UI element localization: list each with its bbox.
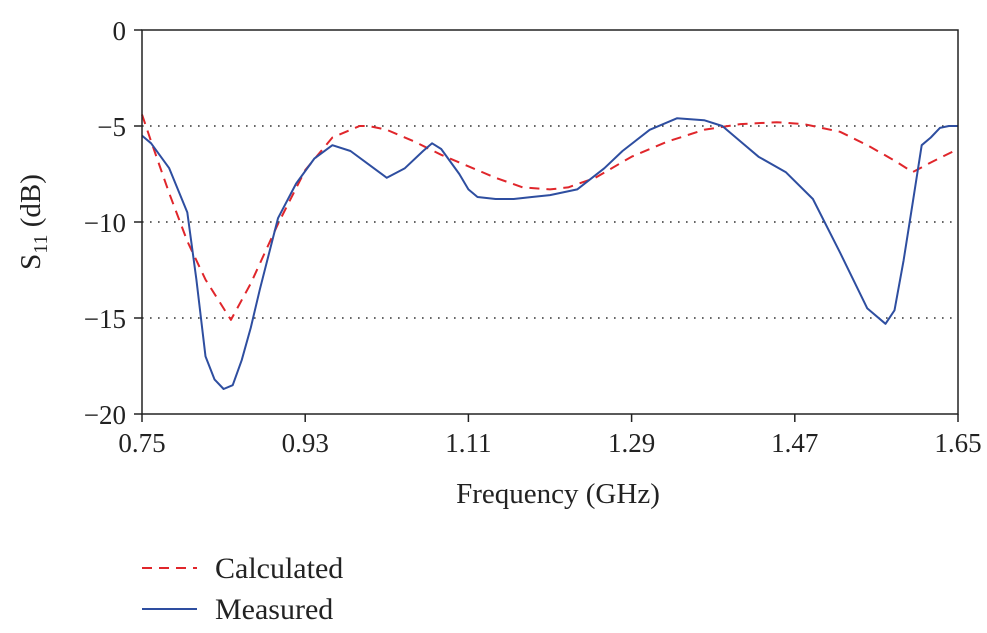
series-lines	[141, 114, 959, 390]
grid-lines	[142, 125, 958, 319]
axis-ticks: 0.75 0.93 1.11 1.29 1.47 1.65 0 −5 −10 −15 −20	[84, 16, 982, 458]
y-tick-label: −5	[97, 112, 126, 142]
x-tick-label: 1.11	[445, 428, 491, 458]
y-axis-label: S11 (dB)	[15, 174, 52, 270]
y-tick-label: −10	[84, 208, 126, 238]
x-tick-label: 1.65	[934, 428, 981, 458]
legend-label-calculated: Calculated	[215, 552, 343, 585]
x-axis-label: Frequency (GHz)	[456, 478, 660, 510]
x-tick-label: 0.93	[282, 428, 329, 458]
y-tick-label: −15	[84, 304, 126, 334]
y-axis-label-subscript: 11	[30, 235, 52, 254]
y-tick-label: 0	[113, 16, 127, 46]
y-tick-label: −20	[84, 400, 126, 430]
y-axis-label-unit: (dB)	[15, 174, 47, 234]
x-tick-label: 1.29	[608, 428, 655, 458]
series-line-measured	[141, 117, 958, 390]
x-tick-label: 0.75	[118, 428, 165, 458]
y-axis-label-base: S	[15, 254, 47, 270]
legend: Calculated Measured	[142, 552, 343, 626]
x-tick-label: 1.47	[771, 428, 818, 458]
series-line-calculated	[141, 114, 959, 321]
legend-label-measured: Measured	[215, 593, 333, 626]
